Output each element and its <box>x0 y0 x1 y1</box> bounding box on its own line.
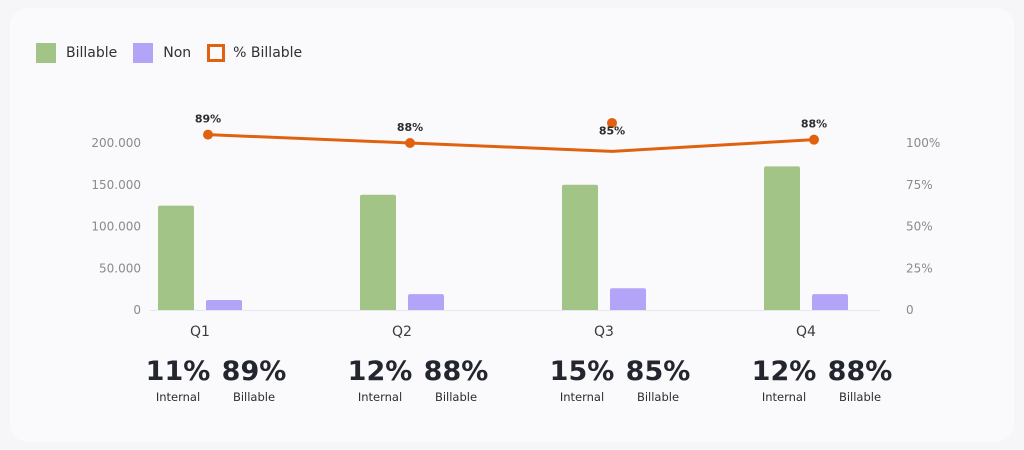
y-left-tick-label: 50.000 <box>99 261 141 275</box>
category-label: Q4 <box>796 324 816 340</box>
pct-billable-data-label: 85% <box>599 124 625 137</box>
summary-internal-value: 15% <box>550 356 615 387</box>
y-right-tick-label: 0 <box>906 303 914 317</box>
legend-label-pct-billable: % Billable <box>233 45 303 61</box>
y-left-tick-label: 0 <box>133 303 141 317</box>
bar-billable <box>764 166 800 310</box>
summary-internal-label: Internal <box>560 390 604 404</box>
pct-billable-data-label: 88% <box>801 118 827 131</box>
y-left-tick-label: 150.000 <box>91 178 141 192</box>
summary-billable-label: Billable <box>839 390 881 404</box>
summary-internal-value: 12% <box>752 356 817 387</box>
summary-internal-label: Internal <box>762 390 806 404</box>
bar-non <box>206 299 242 310</box>
pct-billable-data-label: 88% <box>397 121 423 134</box>
legend-label-billable: Billable <box>66 45 118 61</box>
legend-swatch-billable <box>36 43 56 63</box>
y-right-tick-label: 25% <box>906 261 933 275</box>
bar-non <box>812 294 848 310</box>
y-left-tick-label: 100.000 <box>91 220 141 234</box>
summary-billable-label: Billable <box>435 390 477 404</box>
y-right-tick-label: 50% <box>906 220 933 234</box>
pct-billable-line <box>207 133 815 153</box>
summary-internal-value: 12% <box>348 356 413 387</box>
summary-billable-label: Billable <box>637 390 679 404</box>
summary-billable-value: 88% <box>424 356 489 387</box>
summary-billable-label: Billable <box>233 390 275 404</box>
summary-internal-value: 11% <box>146 356 211 387</box>
chart-legend: Billable Non % Billable <box>36 42 318 64</box>
pct-billable-point <box>607 117 617 128</box>
category-label: Q3 <box>594 324 614 340</box>
pct-billable-data-label: 89% <box>195 113 221 126</box>
bar-billable <box>360 194 396 310</box>
category-label: Q2 <box>392 324 412 340</box>
bar-billable <box>562 184 598 310</box>
summary-billable-value: 85% <box>626 356 691 387</box>
bar-billable <box>158 205 194 310</box>
pct-billable-point <box>203 129 213 140</box>
legend-label-non: Non <box>163 45 192 61</box>
legend-swatch-non <box>133 43 154 63</box>
legend-swatch-pct-billable <box>207 44 226 62</box>
y-right-tick-label: 100% <box>906 136 940 150</box>
summary-billable-value: 89% <box>222 356 287 387</box>
pct-billable-point <box>809 134 819 145</box>
summary-billable-value: 88% <box>828 356 893 387</box>
summary-internal-label: Internal <box>156 390 200 404</box>
legend-item-billable: Billable <box>36 43 117 63</box>
y-right-tick-label: 75% <box>906 178 933 192</box>
legend-item-pct-billable: % Billable <box>207 44 302 62</box>
bar-non <box>408 294 444 310</box>
bar-non <box>610 288 646 310</box>
y-left-tick-label: 200.000 <box>91 136 141 150</box>
summary-internal-label: Internal <box>358 390 402 404</box>
legend-item-non: Non <box>133 43 191 63</box>
category-label: Q1 <box>190 324 210 340</box>
pct-billable-point <box>405 138 415 148</box>
